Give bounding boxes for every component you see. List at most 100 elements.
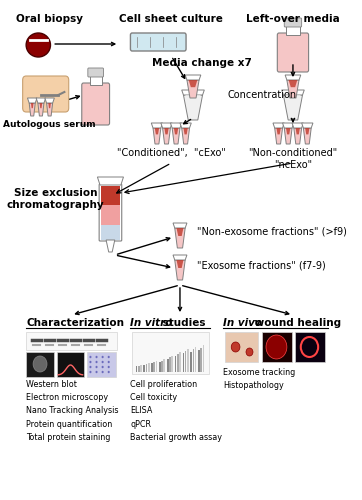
Polygon shape xyxy=(38,103,44,116)
Bar xyxy=(182,354,184,372)
FancyBboxPatch shape xyxy=(26,352,54,377)
Bar xyxy=(175,356,177,372)
Polygon shape xyxy=(189,80,197,87)
Ellipse shape xyxy=(26,33,50,57)
Bar xyxy=(140,365,142,372)
Circle shape xyxy=(266,335,287,359)
Bar xyxy=(167,359,169,372)
Circle shape xyxy=(108,361,110,363)
Circle shape xyxy=(89,356,92,358)
Polygon shape xyxy=(39,103,42,108)
FancyBboxPatch shape xyxy=(87,352,115,377)
Polygon shape xyxy=(161,123,172,128)
Polygon shape xyxy=(294,128,302,144)
Circle shape xyxy=(89,371,92,373)
Bar xyxy=(190,352,192,372)
Polygon shape xyxy=(286,25,300,35)
Polygon shape xyxy=(175,228,185,248)
Polygon shape xyxy=(173,223,187,228)
Polygon shape xyxy=(173,255,187,260)
Bar xyxy=(195,347,197,372)
Text: Cell sheet culture: Cell sheet culture xyxy=(119,14,223,24)
FancyBboxPatch shape xyxy=(284,18,302,27)
Polygon shape xyxy=(184,128,188,134)
Circle shape xyxy=(96,366,98,368)
Text: wound healing: wound healing xyxy=(251,318,341,328)
Polygon shape xyxy=(285,75,301,80)
Text: Characterization: Characterization xyxy=(26,318,124,328)
Polygon shape xyxy=(155,128,159,134)
Bar xyxy=(136,366,138,372)
Polygon shape xyxy=(171,123,182,128)
Polygon shape xyxy=(286,128,290,134)
Polygon shape xyxy=(187,80,199,98)
Circle shape xyxy=(102,371,104,373)
FancyBboxPatch shape xyxy=(101,205,120,225)
Text: Concentration: Concentration xyxy=(228,90,297,100)
Text: Media change x7: Media change x7 xyxy=(152,58,252,68)
Bar xyxy=(193,350,194,372)
Polygon shape xyxy=(153,128,161,144)
Circle shape xyxy=(89,366,92,368)
Text: In vitro: In vitro xyxy=(130,318,173,328)
FancyBboxPatch shape xyxy=(130,33,186,51)
Polygon shape xyxy=(89,75,102,85)
Bar xyxy=(179,352,181,372)
Bar xyxy=(164,360,165,372)
Bar xyxy=(203,345,204,372)
FancyBboxPatch shape xyxy=(101,224,120,240)
Text: Western blot
Electron microscopy
Nano Tracking Analysis
Protein quantification
T: Western blot Electron microscopy Nano Tr… xyxy=(26,380,119,442)
Circle shape xyxy=(246,348,253,356)
Polygon shape xyxy=(182,128,190,144)
Polygon shape xyxy=(282,123,294,128)
Circle shape xyxy=(89,361,92,363)
Polygon shape xyxy=(177,260,184,268)
Circle shape xyxy=(96,371,98,373)
Polygon shape xyxy=(287,80,299,98)
Text: studies: studies xyxy=(159,318,206,328)
Polygon shape xyxy=(302,123,313,128)
Text: In vivo: In vivo xyxy=(223,318,262,328)
Polygon shape xyxy=(45,98,54,103)
Polygon shape xyxy=(106,240,115,252)
Bar xyxy=(151,364,153,372)
Circle shape xyxy=(96,356,98,358)
Bar xyxy=(171,356,173,372)
FancyBboxPatch shape xyxy=(262,332,292,362)
Polygon shape xyxy=(182,90,204,95)
Circle shape xyxy=(108,366,110,368)
Circle shape xyxy=(96,361,98,363)
Circle shape xyxy=(231,342,240,352)
Bar xyxy=(143,365,145,372)
Text: Autologous serum: Autologous serum xyxy=(3,120,96,129)
Circle shape xyxy=(108,356,110,358)
Text: "Non-conditioned"
"ncExo": "Non-conditioned" "ncExo" xyxy=(248,148,338,170)
Polygon shape xyxy=(164,128,169,134)
Circle shape xyxy=(102,356,104,358)
Bar xyxy=(159,362,161,372)
Bar xyxy=(146,364,147,372)
Bar xyxy=(153,362,155,372)
Polygon shape xyxy=(163,128,171,144)
Polygon shape xyxy=(303,128,311,144)
Polygon shape xyxy=(185,95,201,105)
Polygon shape xyxy=(285,95,301,105)
FancyBboxPatch shape xyxy=(56,352,84,377)
Polygon shape xyxy=(295,128,300,134)
Text: "Exosome fractions" (f7-9): "Exosome fractions" (f7-9) xyxy=(197,260,326,270)
Bar xyxy=(148,363,150,372)
Polygon shape xyxy=(29,103,35,116)
Polygon shape xyxy=(283,95,303,120)
Polygon shape xyxy=(184,95,203,120)
Polygon shape xyxy=(97,177,123,185)
Text: Left-over media: Left-over media xyxy=(246,14,340,24)
Text: Size exclusion
chromatography: Size exclusion chromatography xyxy=(7,188,105,210)
Polygon shape xyxy=(305,128,310,134)
Polygon shape xyxy=(175,260,185,280)
Text: "Non-exosome fractions" (>f9): "Non-exosome fractions" (>f9) xyxy=(197,227,347,237)
Bar xyxy=(161,360,163,372)
Polygon shape xyxy=(48,103,51,108)
Text: Oral biopsy: Oral biopsy xyxy=(16,14,83,24)
FancyBboxPatch shape xyxy=(295,332,325,362)
Polygon shape xyxy=(36,98,46,103)
